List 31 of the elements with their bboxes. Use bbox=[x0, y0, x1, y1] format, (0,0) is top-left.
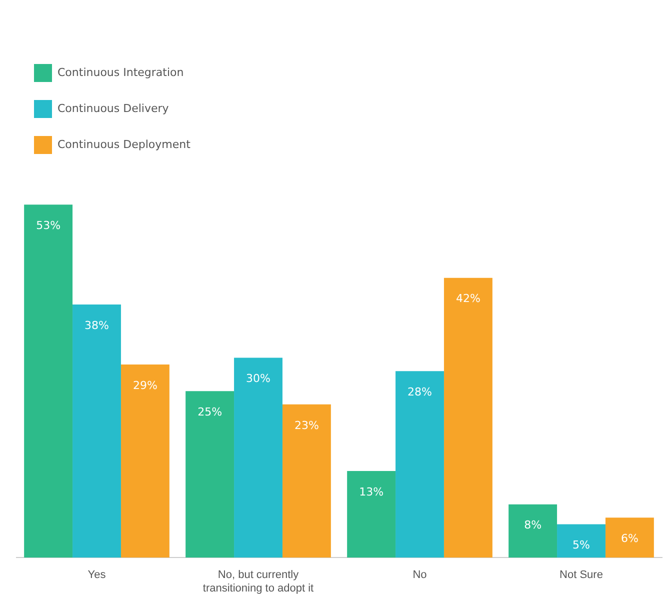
bar bbox=[396, 371, 444, 558]
bar bbox=[186, 391, 234, 558]
data-label: 30% bbox=[246, 372, 270, 386]
legend-label: Continuous Deployment bbox=[58, 138, 192, 151]
data-label: 53% bbox=[36, 218, 61, 232]
x-tick-label: Not Sure bbox=[560, 569, 603, 582]
legend-label: Continuous Delivery bbox=[58, 102, 170, 115]
bar bbox=[605, 518, 654, 558]
data-label: 42% bbox=[456, 292, 480, 306]
bar bbox=[72, 304, 121, 558]
data-label: 38% bbox=[84, 318, 109, 332]
bar bbox=[234, 358, 282, 558]
bar bbox=[557, 524, 606, 558]
bar bbox=[120, 364, 170, 558]
data-label: 6% bbox=[620, 532, 638, 545]
data-label: 13% bbox=[359, 485, 384, 498]
bar bbox=[282, 404, 331, 558]
data-label: 29% bbox=[132, 378, 158, 392]
data-label: 28% bbox=[408, 385, 432, 398]
bar bbox=[508, 504, 558, 558]
bar bbox=[347, 471, 396, 558]
data-label: 25% bbox=[198, 405, 222, 418]
x-tick-label: No bbox=[412, 569, 427, 582]
data-label: 8% bbox=[524, 518, 542, 532]
legend-label: Continuous Integration bbox=[58, 66, 184, 79]
x-tick-label: No, but currently transitioning to adopt it bbox=[202, 569, 314, 594]
data-label: 23% bbox=[294, 418, 319, 432]
bar bbox=[444, 278, 492, 558]
data-label: 5% bbox=[572, 538, 590, 552]
x-tick-label: Yes bbox=[88, 569, 106, 582]
bar bbox=[24, 204, 73, 558]
